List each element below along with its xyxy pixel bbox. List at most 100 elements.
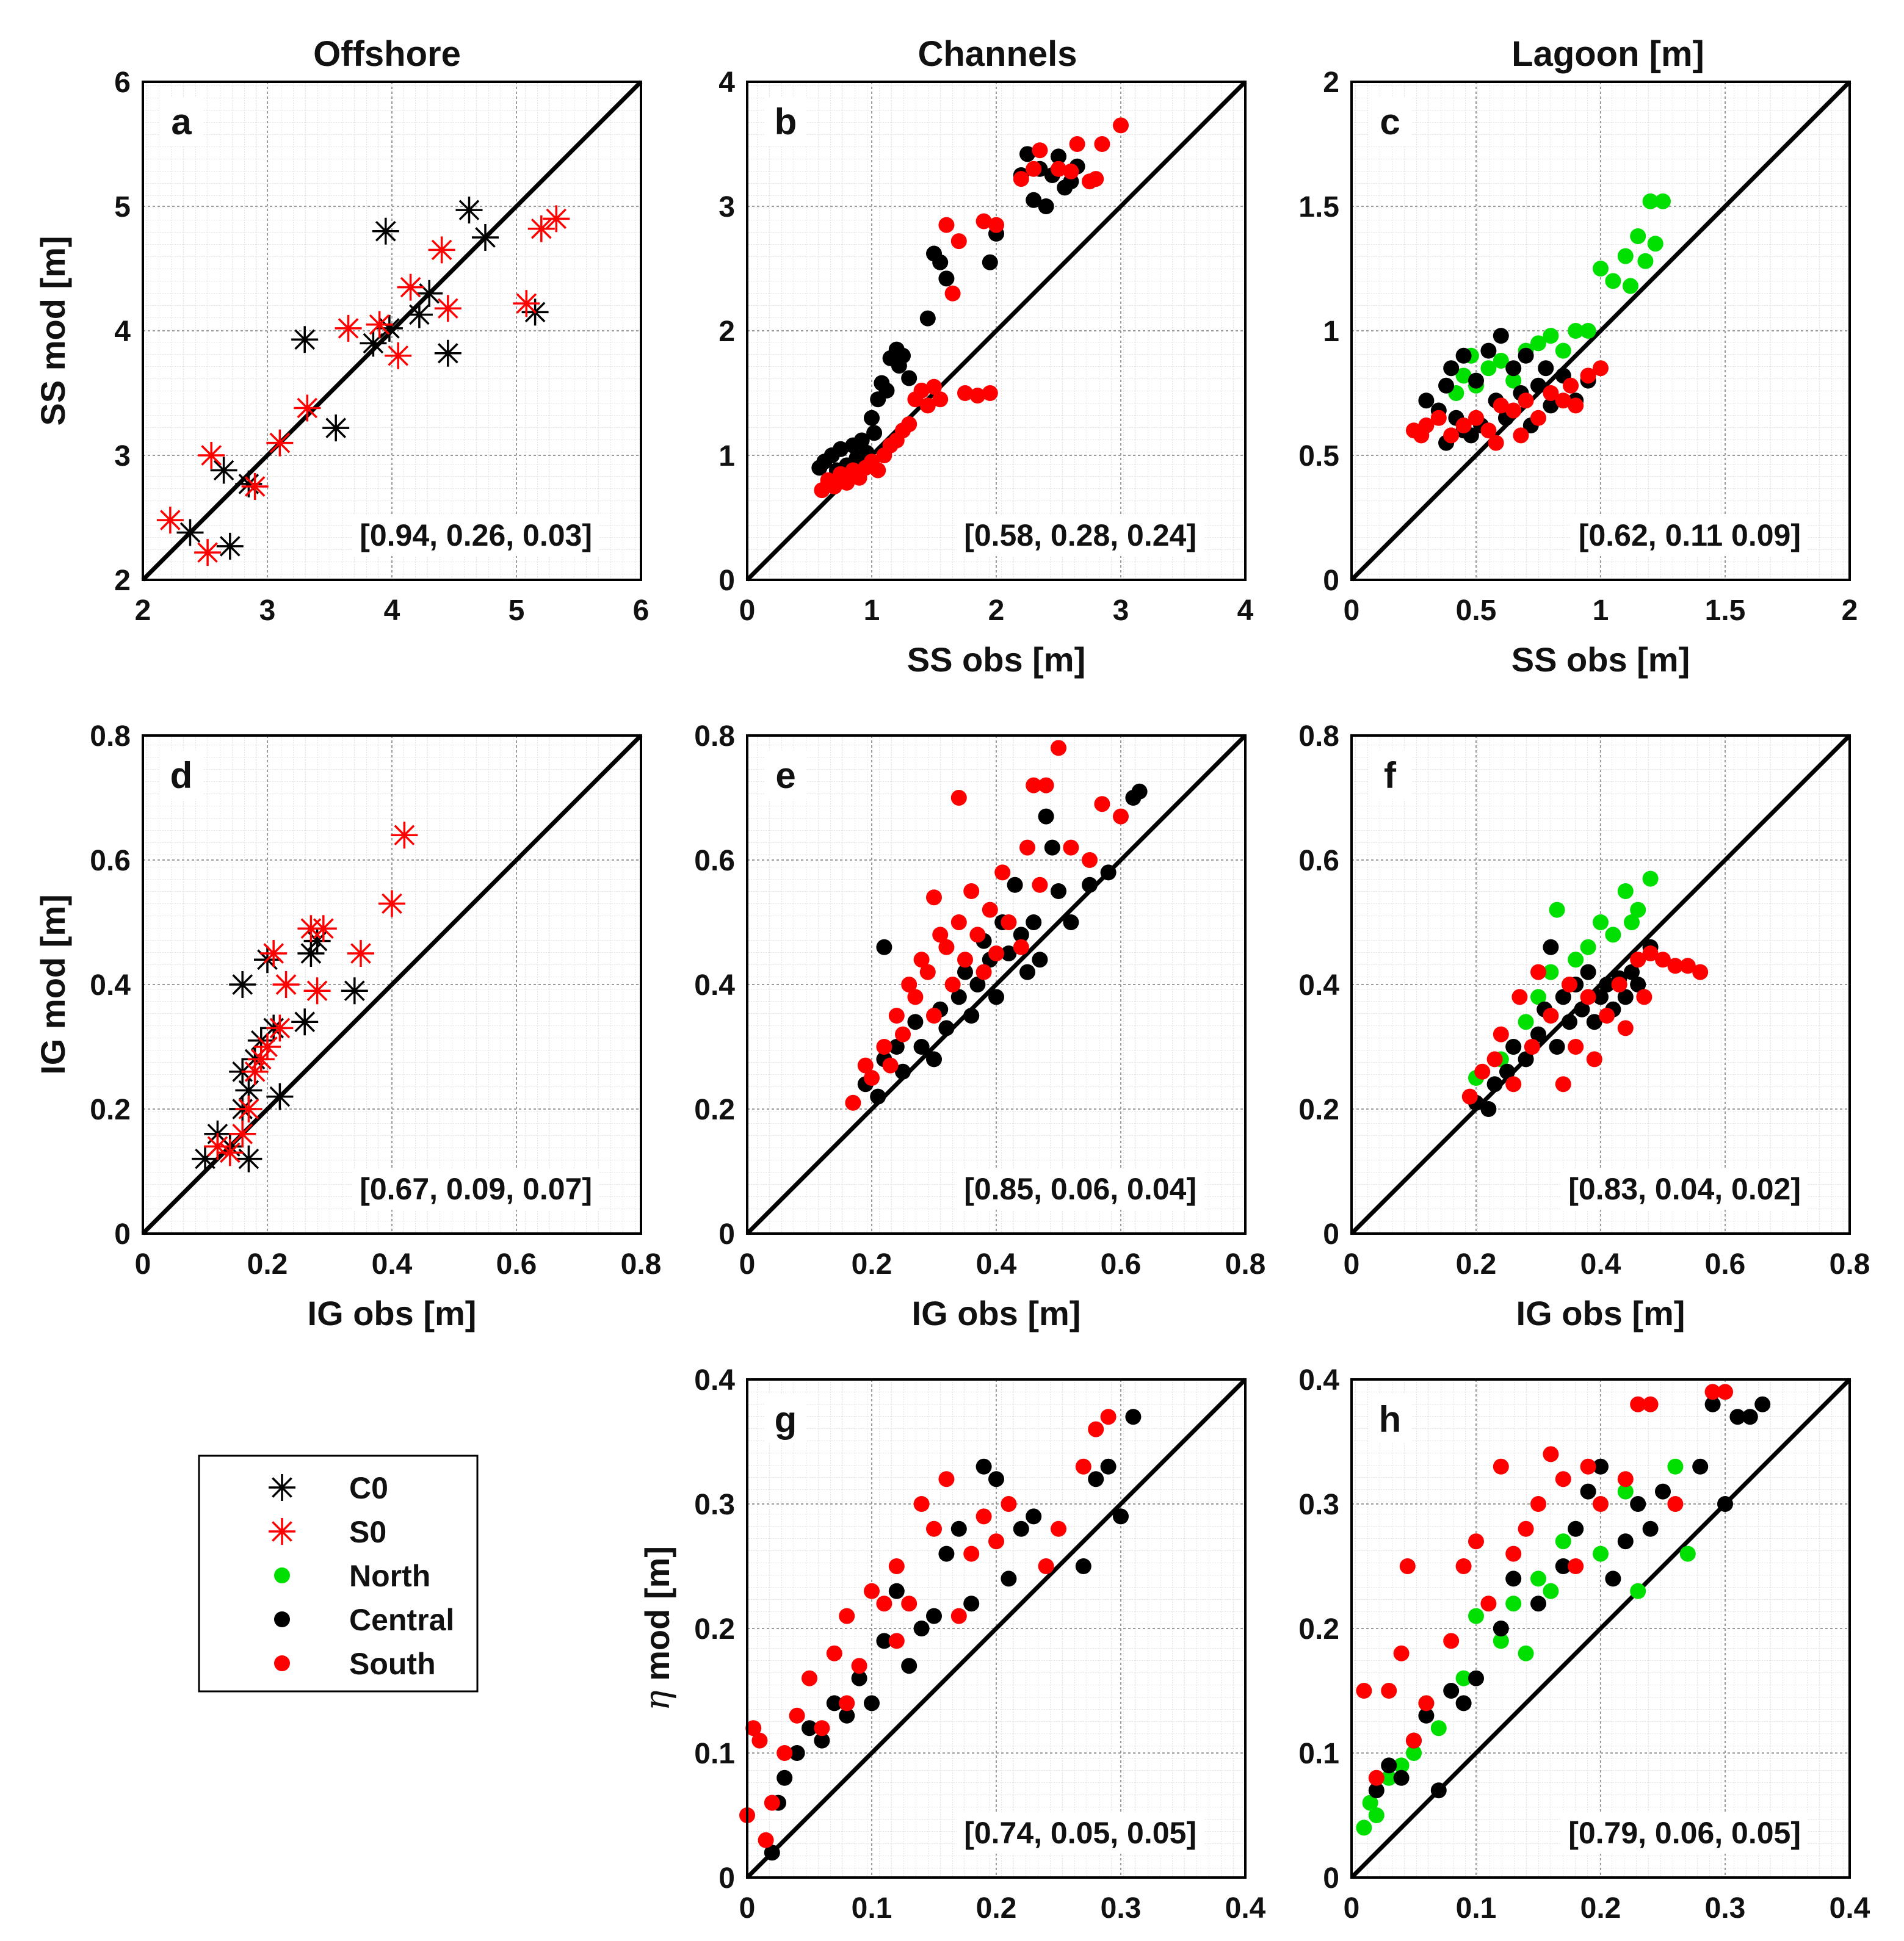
- data-point: [455, 197, 483, 224]
- data-point: [957, 952, 973, 968]
- data-point: [1562, 1014, 1577, 1030]
- panel-letter: c: [1380, 101, 1400, 142]
- series-south: [1356, 1384, 1733, 1786]
- y-tick-label: 0.3: [694, 1489, 735, 1521]
- x-tick-label: 0.4: [1225, 1892, 1266, 1925]
- data-point: [913, 1496, 930, 1512]
- x-axis-label: IG obs [m]: [308, 1294, 477, 1332]
- x-tick-label: 0.4: [372, 1248, 413, 1281]
- legend: C0 S0 North Central South: [198, 1455, 479, 1693]
- data-point: [1088, 1421, 1104, 1437]
- data-point: [919, 310, 936, 327]
- x-tick-label: 4: [384, 595, 400, 627]
- data-point: [1593, 914, 1609, 930]
- data-point: [982, 254, 998, 270]
- y-tick-label: 5: [114, 191, 131, 223]
- column-title-offshore: Offshore: [313, 34, 461, 74]
- data-point: [1443, 427, 1460, 444]
- data-point: [1655, 1483, 1671, 1500]
- data-point: [888, 1633, 905, 1649]
- x-axis-label: IG obs [m]: [1516, 1294, 1685, 1332]
- data-point: [235, 1096, 262, 1122]
- y-tick-label: 0: [1323, 1218, 1339, 1251]
- x-tick-label: 2: [988, 595, 1005, 627]
- data-point: [845, 1094, 861, 1111]
- data-point: [1568, 1558, 1584, 1574]
- data-point: [1088, 171, 1104, 187]
- data-point: [1032, 877, 1048, 893]
- data-point: [901, 1658, 918, 1674]
- data-point: [1580, 367, 1596, 384]
- data-point: [241, 1058, 269, 1085]
- data-point: [527, 215, 555, 242]
- data-point: [1418, 417, 1435, 434]
- data-point: [1636, 989, 1652, 1005]
- data-point: [1692, 964, 1709, 980]
- stats-annotation: [0.85, 0.06, 0.04]: [964, 1172, 1196, 1206]
- x-tick-label: 0: [135, 1248, 151, 1281]
- data-point: [1026, 192, 1042, 208]
- data-point: [1082, 877, 1098, 893]
- data-point: [1001, 945, 1017, 961]
- data-point: [1543, 1446, 1559, 1462]
- data-point: [1468, 372, 1484, 389]
- data-point: [1100, 1458, 1117, 1475]
- data-point: [347, 940, 374, 967]
- data-point: [1617, 883, 1634, 899]
- y-tick-label: 1: [1323, 316, 1339, 348]
- data-point: [1051, 161, 1066, 177]
- stats-annotation: [0.79, 0.06, 0.05]: [1568, 1816, 1801, 1850]
- stats-annotation-bg: [957, 1168, 1204, 1210]
- data-point: [216, 532, 244, 560]
- data-point: [913, 382, 930, 399]
- axes-frame: [746, 734, 1247, 1235]
- x-tick-label: 0.6: [496, 1248, 537, 1281]
- y-tick-label: 0.6: [694, 845, 735, 877]
- data-point: [385, 342, 412, 369]
- data-point: [1505, 1076, 1522, 1093]
- panel-b: 00 1 1 2 2 3 3 4 4 b [0.58, 0.28, 0.24] SS obs [m]: [719, 67, 1253, 679]
- x-tick-label: 0.2: [1456, 1248, 1497, 1281]
- legend-marker: [274, 1655, 290, 1671]
- x-tick-label: 2: [135, 595, 151, 627]
- one-to-one-line: [745, 734, 1247, 1235]
- data-point: [1580, 939, 1596, 955]
- data-point: [216, 1139, 244, 1166]
- panel-letter: d: [170, 755, 193, 796]
- data-point: [814, 1720, 830, 1737]
- x-tick-label: 2: [1842, 595, 1858, 627]
- data-point: [1480, 342, 1497, 359]
- data-point: [1667, 958, 1684, 974]
- legend-marker: [269, 1518, 295, 1545]
- series-s0: [156, 205, 570, 566]
- data-point: [1051, 883, 1066, 899]
- data-point: [1605, 927, 1621, 943]
- data-point: [1549, 1039, 1565, 1055]
- data-point: [192, 1145, 219, 1173]
- data-point: [1082, 852, 1098, 868]
- data-point: [1438, 377, 1455, 394]
- data-point: [944, 977, 961, 992]
- legend-label: Central: [349, 1603, 454, 1637]
- x-tick-label: 0.4: [976, 1248, 1017, 1281]
- legend-items: C0 S0 North Central South: [269, 1471, 454, 1681]
- data-point: [1480, 422, 1497, 439]
- data-point: [1530, 1026, 1546, 1043]
- x-tick-label: 0.4: [1830, 1892, 1870, 1925]
- data-point: [1505, 1571, 1522, 1587]
- stats-annotation-bg: [352, 1168, 599, 1210]
- data-point: [1617, 1471, 1634, 1487]
- data-point: [1368, 1782, 1385, 1799]
- data-point: [1555, 342, 1571, 359]
- y-tick-label: 0: [114, 1218, 131, 1251]
- data-point: [1518, 347, 1534, 364]
- y-tick-label: 0.4: [694, 1364, 735, 1397]
- data-point: [895, 347, 911, 364]
- stats-annotation-bg: [957, 1812, 1204, 1854]
- data-point: [1486, 1076, 1503, 1093]
- data-point: [1075, 1558, 1091, 1574]
- data-point: [1642, 1396, 1659, 1412]
- panel-letter-bg: [764, 96, 807, 145]
- data-point: [397, 273, 424, 301]
- data-point: [976, 1458, 992, 1475]
